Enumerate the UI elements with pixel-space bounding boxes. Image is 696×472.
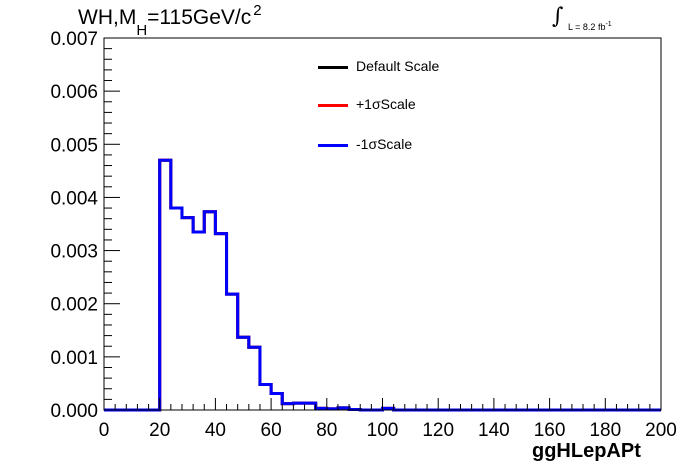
title-subscript: H bbox=[136, 22, 148, 39]
y-tick-label: 0.005 bbox=[50, 135, 98, 156]
y-tick-label: 0.001 bbox=[50, 348, 98, 369]
x-tick-label: 40 bbox=[205, 420, 226, 441]
x-tick-label: 180 bbox=[589, 420, 621, 441]
x-tick-label: 80 bbox=[316, 420, 337, 441]
y-tick-label: 0.006 bbox=[50, 82, 98, 103]
integral-symbol: ∫ bbox=[552, 4, 564, 29]
title-superscript: 2 bbox=[253, 2, 262, 19]
x-tick-label: 60 bbox=[261, 420, 282, 441]
legend-entry-minus1sigma: -1σScale bbox=[318, 134, 468, 154]
x-axis-label: ggHLepAPt bbox=[532, 440, 641, 462]
series-layer bbox=[104, 158, 661, 412]
x-tick-label: 140 bbox=[478, 420, 510, 441]
x-tick-label: 0 bbox=[99, 420, 110, 441]
series-line-2 bbox=[104, 158, 661, 412]
series-line-0 bbox=[104, 158, 661, 412]
legend-entry-default: Default Scale bbox=[318, 56, 468, 76]
luminosity-unit-sup: -1 bbox=[605, 21, 612, 28]
legend-line-default bbox=[318, 66, 348, 69]
x-tick-label: 20 bbox=[149, 420, 170, 441]
y-tick-label: 0.003 bbox=[50, 242, 98, 263]
legend-label-default: Default Scale bbox=[356, 58, 440, 74]
x-tick-label: 100 bbox=[367, 420, 399, 441]
legend-label-plus1sigma: +1σScale bbox=[356, 96, 416, 112]
y-tick-label: 0.002 bbox=[50, 295, 98, 316]
x-tick-label: 200 bbox=[645, 420, 677, 441]
legend-line-minus1sigma bbox=[318, 144, 348, 147]
y-tick-label: 0.007 bbox=[50, 29, 98, 50]
x-tick-label: 120 bbox=[422, 420, 454, 441]
legend-label-minus1sigma: -1σScale bbox=[356, 136, 413, 152]
legend-entry-plus1sigma: +1σScale bbox=[318, 94, 468, 114]
title-prefix: WH,M bbox=[78, 6, 137, 29]
title-suffix: =115GeV/c bbox=[147, 6, 252, 29]
x-axis: 0 20 40 60 80 100 120 140 160 180 200 bbox=[99, 398, 677, 441]
y-tick-label: 0.004 bbox=[50, 188, 98, 209]
legend-line-plus1sigma bbox=[318, 104, 348, 107]
y-axis: 0.000 0.001 0.002 0.003 0.004 0.005 0.006 0.007 bbox=[50, 29, 120, 422]
luminosity-text: L = 8.2 fb bbox=[568, 22, 606, 32]
series-line-1 bbox=[104, 158, 661, 412]
chart-title: WH,MH=115GeV/c 2 bbox=[78, 2, 262, 39]
x-tick-label: 160 bbox=[534, 420, 566, 441]
y-tick-label: 0.000 bbox=[50, 401, 98, 422]
